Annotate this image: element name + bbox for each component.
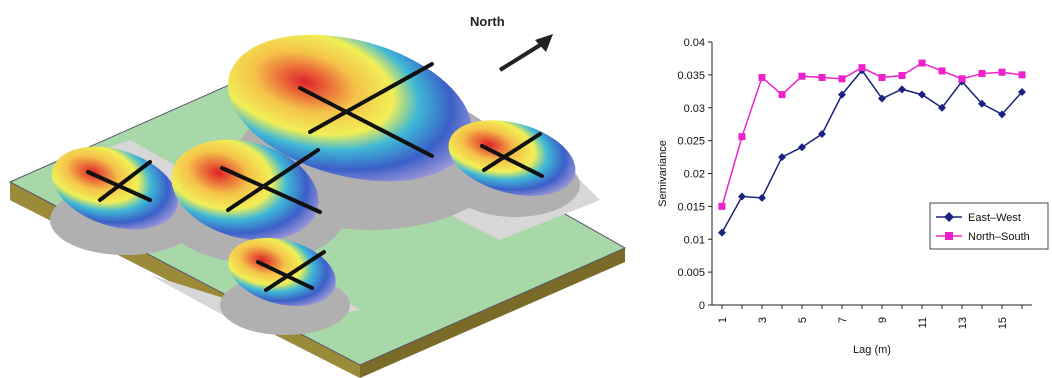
legend-east-west: East–West <box>968 212 1021 224</box>
y-tick-label: 0.025 <box>677 136 705 148</box>
data-point <box>878 74 886 82</box>
data-point <box>758 74 766 82</box>
data-point <box>998 110 1006 119</box>
legend-marker-north-south <box>945 232 953 240</box>
data-point <box>1018 87 1026 96</box>
data-point <box>938 67 946 75</box>
data-point <box>858 64 866 72</box>
y-tick-label: 0.015 <box>677 201 705 213</box>
y-tick-label: 0.04 <box>684 37 705 49</box>
data-point <box>978 99 986 108</box>
legend-marker-east-west <box>944 212 954 222</box>
x-tick-label: 3 <box>757 317 769 323</box>
data-point <box>798 143 806 152</box>
series-line-1 <box>721 62 1023 207</box>
north-label: North <box>470 14 505 29</box>
north-arrow-icon <box>498 34 553 72</box>
series-line-0 <box>721 69 1023 234</box>
x-tick-label: 5 <box>797 317 809 323</box>
data-point <box>818 130 826 139</box>
y-tick-label: 0.035 <box>677 70 705 82</box>
x-tick-label: 1 <box>717 317 729 323</box>
x-tick-label: 7 <box>837 317 849 323</box>
anisotropy-illustration <box>8 34 627 378</box>
data-point <box>738 133 746 141</box>
data-point <box>738 192 746 201</box>
data-point <box>938 103 946 112</box>
data-point <box>778 153 786 162</box>
y-tick-label: 0.03 <box>684 103 705 115</box>
y-tick-label: 0.02 <box>684 169 705 181</box>
data-point <box>718 228 726 237</box>
y-tick-label: 0.01 <box>684 234 705 246</box>
data-point <box>818 74 826 82</box>
data-point <box>838 75 846 83</box>
data-point <box>918 59 926 67</box>
data-point <box>778 91 786 99</box>
data-point <box>798 72 806 80</box>
data-point <box>998 68 1006 76</box>
data-point <box>958 75 966 83</box>
y-axis-label: Semivariance <box>657 140 669 207</box>
y-tick-label: 0.005 <box>677 267 705 279</box>
x-tick-label: 9 <box>877 317 889 323</box>
data-point <box>878 94 886 103</box>
data-point <box>838 90 846 99</box>
data-point <box>758 193 766 202</box>
x-tick-label: 11 <box>917 317 929 328</box>
data-point <box>898 85 906 94</box>
x-tick-label: 13 <box>957 317 969 329</box>
data-point <box>898 72 906 80</box>
x-tick-label: 15 <box>997 317 1009 329</box>
anisotropy-ellipse <box>171 139 319 241</box>
data-point <box>978 70 986 78</box>
data-point <box>718 202 726 210</box>
data-point <box>1018 71 1026 79</box>
y-tick-label: 0 <box>699 300 705 312</box>
x-axis-label: Lag (m) <box>853 344 891 356</box>
block-front-right <box>360 248 625 378</box>
legend-north-south: North–South <box>968 231 1030 243</box>
legend: East–West North–South <box>929 202 1049 250</box>
data-point <box>918 90 926 99</box>
